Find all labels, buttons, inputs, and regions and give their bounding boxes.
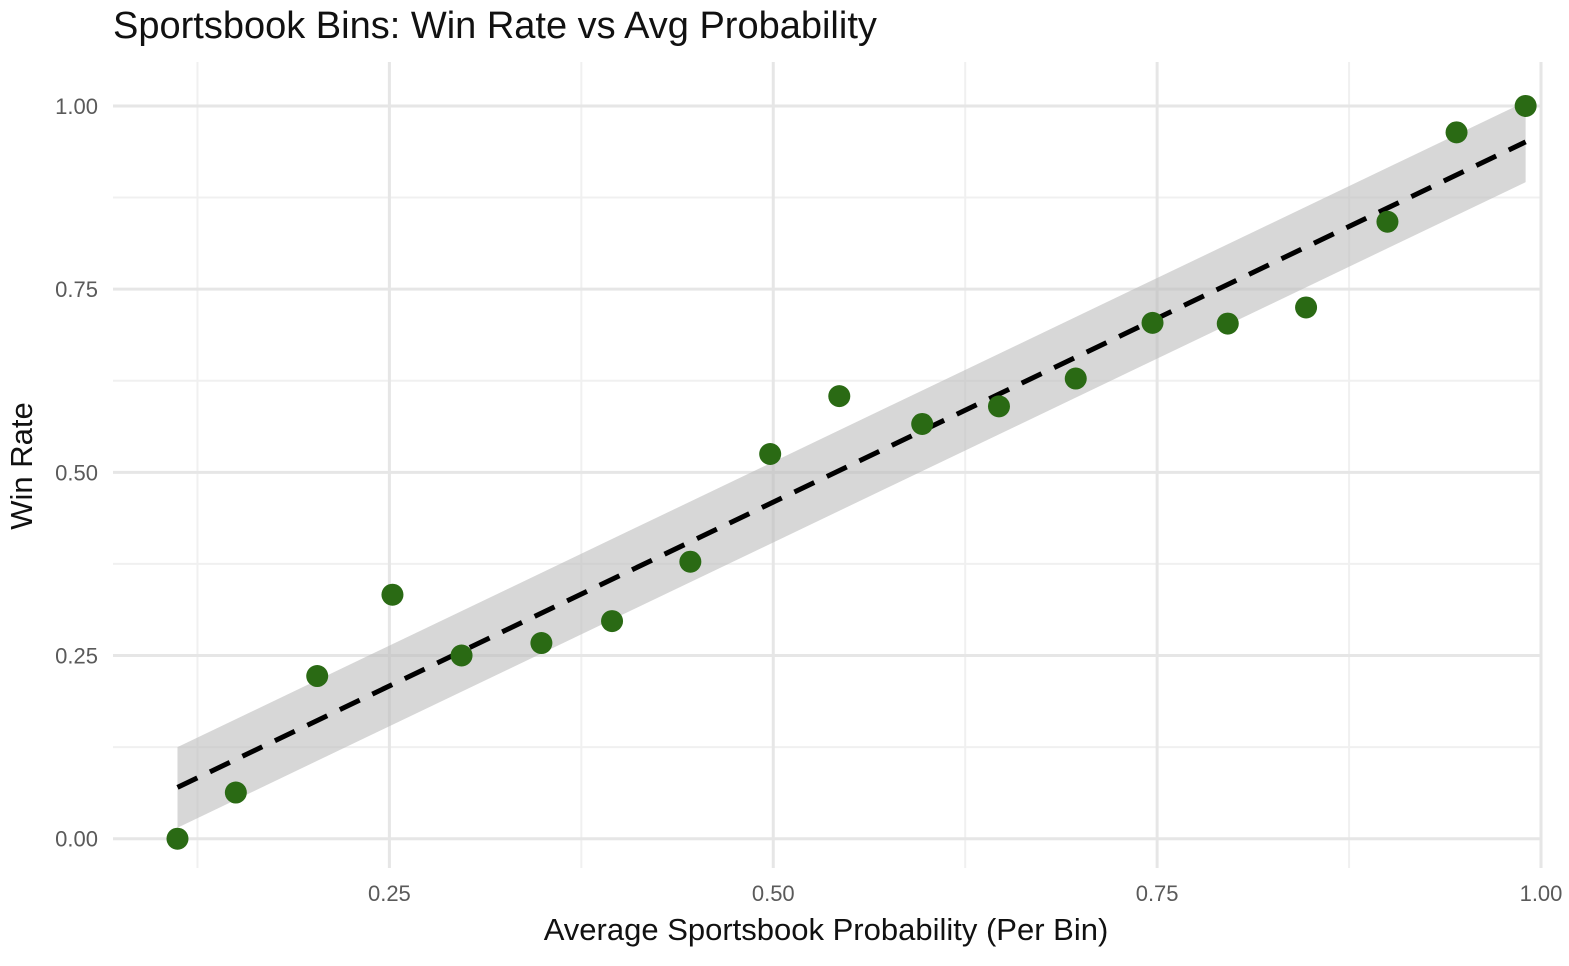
data-point-1: [166, 827, 189, 850]
data-point-18: [1445, 121, 1468, 144]
data-point-4: [381, 583, 404, 606]
x-tick-labels: 0.25 0.50 0.75 1.00: [368, 881, 1562, 906]
data-point-17: [1376, 210, 1399, 233]
data-point-15: [1216, 312, 1239, 335]
y-tick-label: 0.75: [55, 277, 98, 302]
x-tick-label: 1.00: [1520, 881, 1563, 906]
data-point-3: [306, 665, 329, 688]
points-layer: [166, 94, 1537, 850]
data-point-14: [1141, 311, 1164, 334]
data-point-7: [601, 610, 624, 633]
data-point-10: [828, 385, 851, 408]
x-tick-label: 0.25: [368, 881, 411, 906]
confidence-band-layer: [177, 101, 1526, 828]
y-tick-label: 0.00: [55, 827, 98, 852]
grid: [113, 62, 1543, 868]
data-point-8: [679, 550, 702, 573]
data-point-19: [1514, 94, 1537, 117]
data-point-12: [987, 395, 1010, 418]
y-tick-label: 0.25: [55, 644, 98, 669]
confidence-band: [177, 101, 1526, 828]
data-point-11: [911, 412, 934, 435]
chart-title: Sportsbook Bins: Win Rate vs Avg Probabi…: [113, 5, 877, 47]
data-point-6: [530, 632, 553, 655]
data-point-13: [1064, 367, 1087, 390]
x-axis-label: Average Sportsbook Probability (Per Bin): [544, 912, 1109, 947]
y-tick-labels: 0.00 0.25 0.50 0.75 1.00: [55, 94, 98, 852]
y-tick-label: 1.00: [55, 94, 98, 119]
y-axis-label: Win Rate: [4, 402, 39, 529]
data-point-16: [1295, 296, 1318, 319]
x-tick-label: 0.75: [1136, 881, 1179, 906]
y-tick-label: 0.50: [55, 460, 98, 485]
data-point-5: [450, 644, 473, 667]
regression-line: [176, 139, 1527, 790]
x-tick-label: 0.50: [752, 881, 795, 906]
data-point-2: [224, 781, 247, 804]
fit-line-layer: [176, 139, 1527, 790]
data-point-9: [759, 443, 782, 466]
